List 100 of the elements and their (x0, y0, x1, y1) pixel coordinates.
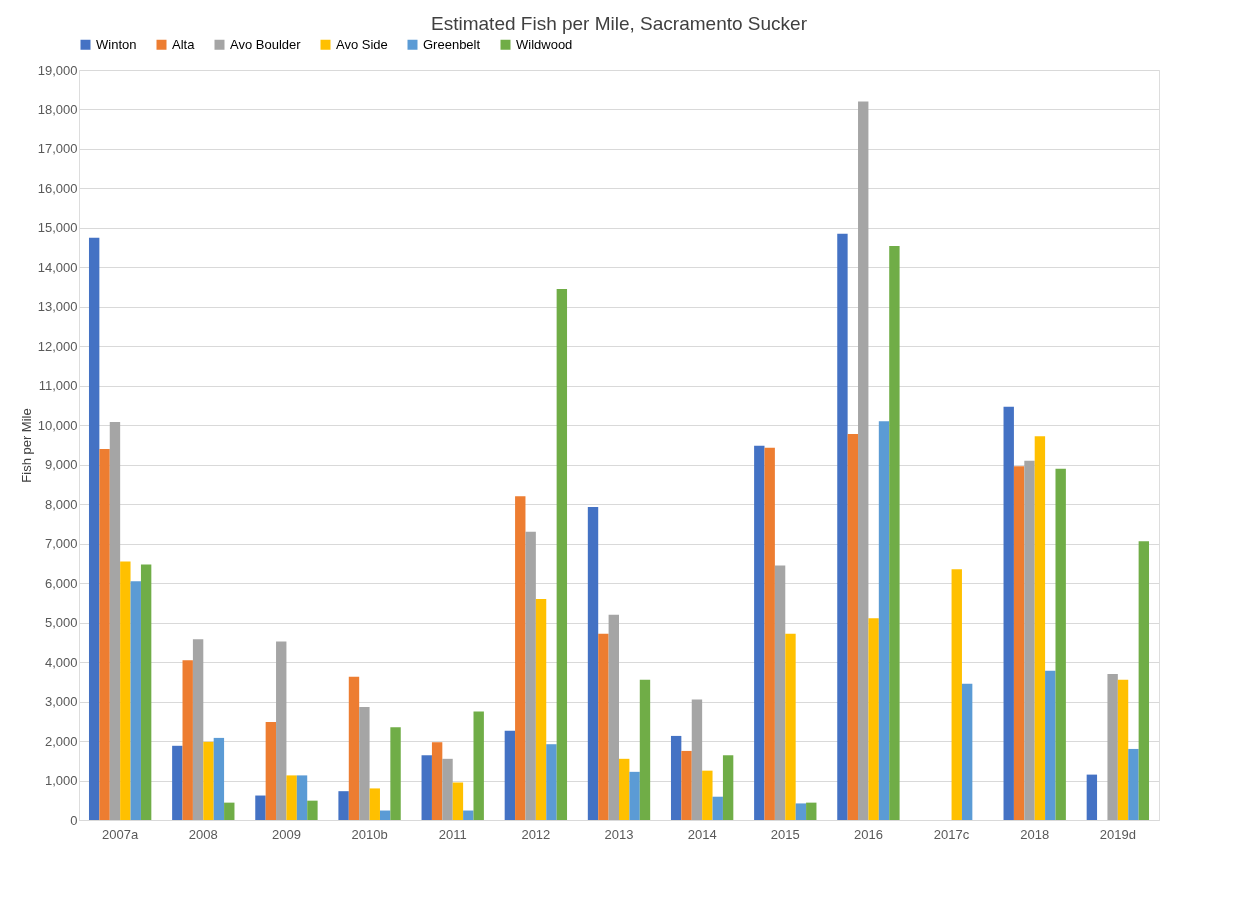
x-tick-label: 2007a (102, 826, 139, 842)
bar (390, 727, 401, 820)
y-tick-label: 19,000 (37, 62, 78, 78)
bar (785, 633, 796, 820)
y-tick-label: 15,000 (37, 220, 78, 236)
bar (764, 447, 775, 820)
bar (556, 289, 568, 820)
legend-label: Avo Boulder (230, 36, 302, 52)
bar (1107, 673, 1118, 820)
bar (889, 246, 900, 820)
y-tick-label: 9,000 (44, 457, 78, 473)
bar (847, 433, 859, 820)
bar (619, 758, 630, 820)
bar (182, 660, 193, 820)
y-tick-label: 11,000 (38, 378, 78, 394)
bar (504, 730, 516, 820)
bar (1117, 679, 1129, 820)
bar (431, 742, 443, 820)
legend-label: Wildwood (516, 36, 573, 52)
x-tick-label: 2008 (188, 826, 218, 842)
bar (1034, 436, 1046, 820)
bar (203, 741, 214, 820)
bar (722, 755, 734, 820)
y-tick-label: 6,000 (44, 575, 78, 591)
bar (1055, 468, 1066, 820)
legend-label: Alta (172, 36, 196, 52)
bar (608, 614, 619, 820)
bar (452, 782, 464, 820)
bar (109, 422, 121, 820)
legend-label: Winton (96, 36, 137, 52)
bar (691, 699, 703, 820)
bar (421, 755, 432, 820)
bar (369, 788, 380, 820)
x-tick-label: 2015 (770, 826, 800, 842)
bar (473, 711, 484, 820)
y-tick-label: 17,000 (37, 141, 78, 157)
y-tick-label: 12,000 (37, 338, 78, 354)
bar (379, 810, 391, 820)
x-tick-label: 2011 (438, 826, 467, 842)
y-tick-label: 3,000 (44, 694, 78, 710)
bar (670, 735, 682, 820)
bar (276, 641, 287, 820)
bar (172, 745, 183, 820)
y-tick-label: 1,000 (44, 773, 78, 789)
bar (338, 791, 349, 820)
bar (130, 581, 141, 820)
y-tick-label: 8,000 (44, 496, 78, 512)
x-tick-label: 2019d (1099, 826, 1136, 842)
bar (192, 639, 204, 820)
bar (837, 233, 848, 820)
bar (546, 744, 557, 820)
y-axis-title: Fish per Mile (18, 408, 34, 483)
x-tick-label: 2012 (521, 826, 551, 842)
x-tick-label: 2014 (687, 826, 717, 842)
bar (878, 421, 890, 820)
bar (598, 633, 609, 820)
bar (1138, 541, 1150, 820)
y-tick-label: 5,000 (44, 615, 78, 631)
bar (795, 803, 807, 820)
bar (681, 750, 692, 820)
bar (774, 565, 786, 820)
bar (1003, 406, 1014, 820)
bar (120, 561, 131, 820)
y-tick-label: 14,000 (37, 259, 78, 275)
x-tick-label: 2016 (853, 826, 883, 842)
bar (348, 676, 360, 820)
bar (629, 771, 640, 820)
bar (961, 683, 973, 820)
bar (951, 569, 962, 820)
bar (296, 775, 308, 820)
bar (1013, 466, 1025, 820)
bar (99, 448, 110, 820)
bar (1045, 670, 1056, 820)
bar (525, 531, 536, 820)
bar (463, 810, 474, 820)
bar (88, 237, 100, 820)
bar (359, 707, 370, 820)
y-tick-label: 4,000 (44, 654, 78, 670)
chart-title: Estimated Fish per Mile, Sacramento Sucker (431, 13, 808, 34)
bar (712, 796, 723, 820)
bar (1086, 774, 1098, 820)
y-tick-label: 16,000 (37, 180, 78, 196)
x-tick-label: 2017c (933, 826, 970, 842)
bar (307, 800, 318, 820)
bar (255, 795, 266, 820)
bar (286, 775, 297, 820)
x-tick-label: 2013 (604, 826, 634, 842)
bar (442, 758, 453, 820)
bar (265, 722, 277, 820)
bar (639, 679, 651, 820)
bar (754, 445, 765, 820)
y-tick-label: 7,000 (44, 536, 78, 552)
y-tick-label: 18,000 (37, 101, 78, 117)
y-tick-label: 13,000 (37, 299, 78, 315)
x-tick-label: 2009 (271, 826, 301, 842)
bar (515, 496, 526, 820)
bar (140, 564, 152, 820)
bar (1128, 748, 1139, 820)
x-tick-label: 2010b (351, 826, 388, 842)
y-tick-label: 2,000 (44, 733, 78, 749)
